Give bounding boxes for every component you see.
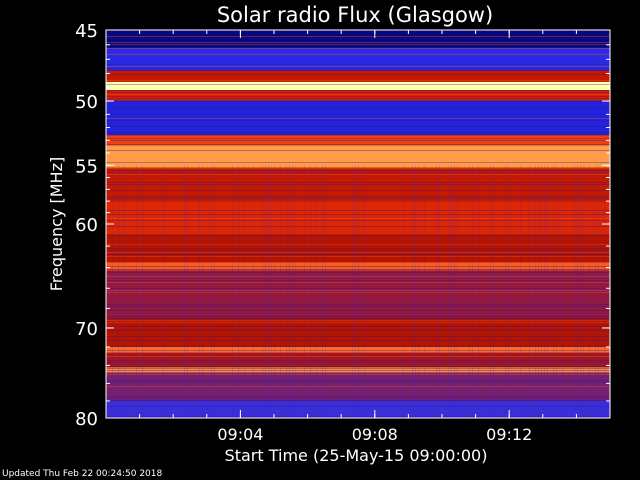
band-14 — [106, 346, 610, 353]
band-16 — [106, 367, 610, 373]
x-axis: 09:04 09:08 09:12 — [105, 30, 611, 444]
band-7 — [106, 145, 610, 168]
band-18 — [106, 400, 610, 418]
y-axis: 45 50 55 60 70 80 — [75, 21, 610, 430]
band-2 — [106, 70, 610, 82]
y-tick-label: 50 — [75, 92, 98, 113]
y-tick-label: 80 — [75, 409, 98, 430]
band-15 — [106, 352, 610, 368]
chart-title: Solar radio Flux (Glasgow) — [217, 3, 493, 27]
band-13 — [106, 318, 610, 347]
x-tick-label: 09:08 — [352, 425, 398, 444]
band-5 — [106, 101, 610, 136]
speckle-texture — [112, 165, 605, 418]
spectrogram-heatmap — [106, 30, 610, 418]
band-17 — [106, 372, 610, 401]
band-11 — [106, 262, 610, 270]
band-12 — [106, 269, 610, 319]
band-3 — [106, 81, 610, 91]
band-4 — [106, 90, 610, 102]
y-tick-label: 60 — [75, 215, 98, 236]
band-0 — [106, 30, 610, 48]
band-9 — [106, 201, 610, 236]
band-10 — [106, 235, 610, 263]
x-tick-label: 09:04 — [217, 425, 263, 444]
x-axis-label: Start Time (25-May-15 09:00:00) — [225, 446, 488, 465]
band-8 — [106, 167, 610, 202]
updated-timestamp: Updated Thu Feb 22 00:24:50 2018 — [2, 469, 163, 479]
y-tick-label: 70 — [75, 319, 98, 340]
band-1 — [106, 47, 610, 71]
y-axis-label: Frequency [MHz] — [47, 157, 66, 291]
y-tick-label: 45 — [75, 21, 98, 42]
y-tick-label: 55 — [75, 156, 98, 177]
x-tick-label: 09:12 — [486, 425, 532, 444]
band-texture — [106, 30, 610, 417]
band-6 — [106, 135, 610, 146]
